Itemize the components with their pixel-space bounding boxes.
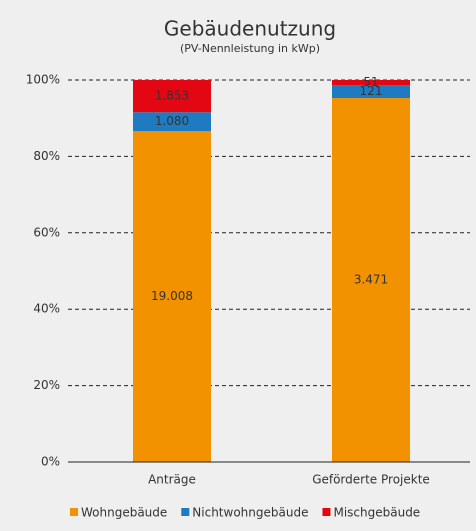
x-tick-label: Geförderte Projekte (312, 473, 430, 487)
data-label: 19.008 (151, 289, 193, 303)
data-label: 1.853 (155, 89, 189, 103)
bar-segment (332, 85, 410, 99)
y-tick-label: 80% (33, 149, 60, 163)
y-tick-label: 20% (33, 378, 60, 392)
legend-label: Nichtwohngebäude (192, 506, 308, 520)
data-label: 3.471 (354, 273, 388, 287)
legend-label: Wohngebäude (81, 506, 167, 520)
y-tick-label: 0% (41, 455, 60, 469)
y-tick-label: 40% (33, 302, 60, 316)
y-tick-label: 60% (33, 225, 60, 239)
bar-segment (332, 98, 410, 463)
bar-segment (133, 112, 211, 132)
legend-swatch (322, 508, 331, 516)
bar-segment (133, 80, 211, 113)
legend-label: Mischgebäude (333, 506, 420, 520)
legend-swatch (70, 508, 78, 516)
bar-segment (332, 80, 410, 86)
data-label: 1.080 (155, 114, 189, 128)
chart-title: Gebäudenutzung (164, 17, 336, 41)
data-label: 121 (360, 84, 383, 98)
x-tick-label: Anträge (148, 473, 196, 487)
data-label: 51 (363, 75, 378, 89)
legend-swatch (181, 508, 190, 516)
chart-subtitle: (PV-Nennleistung in kWp) (180, 42, 320, 55)
y-tick-label: 100% (26, 73, 60, 87)
bar-segment (133, 131, 211, 462)
